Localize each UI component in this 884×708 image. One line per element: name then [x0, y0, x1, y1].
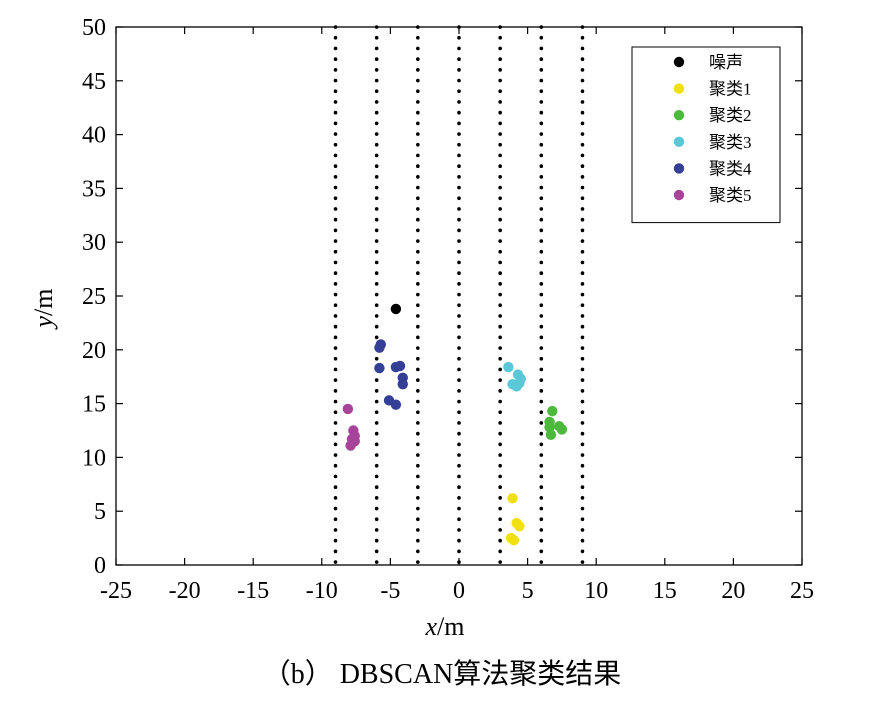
legend-marker: [673, 56, 685, 68]
x-tick-label: 20: [721, 578, 745, 604]
y-tick-label: 45: [82, 69, 106, 95]
y-tick-label: 10: [82, 445, 106, 471]
y-tick-label: 25: [82, 284, 106, 310]
y-tick-label: 20: [82, 338, 106, 364]
y-tick-label: 40: [82, 123, 106, 149]
x-tick-label: -25: [100, 578, 132, 604]
data-point-series-4: [390, 399, 402, 410]
legend-label: 聚类4: [709, 159, 752, 178]
legend-label: 聚类1: [709, 80, 752, 99]
y-tick-label: 30: [82, 230, 106, 256]
x-axis-label: x/m: [425, 612, 465, 640]
y-tick-label: 5: [94, 499, 106, 525]
x-tick-label: -20: [169, 578, 201, 604]
x-tick-label: -10: [306, 578, 338, 604]
legend-box: [631, 46, 781, 224]
data-point-series-1: [508, 535, 520, 546]
y-tick-label: 15: [82, 392, 106, 418]
data-point-series-1: [507, 493, 518, 504]
x-tick-label: 25: [790, 578, 814, 604]
data-point-series-4: [374, 342, 385, 353]
data-point-series-3: [511, 381, 522, 392]
x-tick-label: 10: [584, 578, 608, 604]
data-point-series-0: [390, 303, 402, 315]
legend-label: 聚类5: [709, 186, 752, 205]
scatter-chart: -25 -20 -15 -10 -5 0 5 10 15 20 25 0 5 10 15 20 25 30 35 40…: [29, 15, 814, 640]
legend-marker: [673, 83, 685, 94]
x-tick-label: 0: [453, 578, 465, 604]
data-point-series-2: [547, 405, 558, 417]
legend-label: 噪声: [709, 53, 743, 72]
data-point-series-4: [390, 361, 402, 373]
y-axis-label: y/m: [29, 289, 58, 331]
data-point-series-4: [397, 379, 408, 390]
y-tick-label: 0: [94, 553, 106, 579]
legend-marker: [673, 110, 685, 121]
legend-marker: [673, 163, 685, 174]
data-point-series-3: [503, 361, 514, 373]
legend-label: 聚类2: [709, 106, 752, 125]
data-point-series-2: [545, 429, 557, 441]
figure-caption: （b） DBSCAN算法聚类结果: [262, 659, 622, 690]
x-tick-label: -15: [237, 578, 269, 604]
x-tick-label: 5: [522, 578, 534, 604]
legend-marker: [673, 136, 685, 147]
data-point-series-5: [342, 403, 354, 415]
x-tick-label: 15: [653, 578, 677, 604]
y-tick-label: 50: [82, 15, 106, 41]
data-point-series-2: [556, 424, 568, 435]
data-point-series-1: [514, 521, 525, 532]
x-tick-label: -5: [380, 578, 400, 604]
data-point-series-4: [374, 362, 385, 374]
legend-marker: [673, 189, 685, 201]
legend-label: 聚类3: [709, 133, 752, 152]
data-point-series-5: [345, 440, 356, 451]
y-tick-label: 35: [82, 176, 106, 202]
